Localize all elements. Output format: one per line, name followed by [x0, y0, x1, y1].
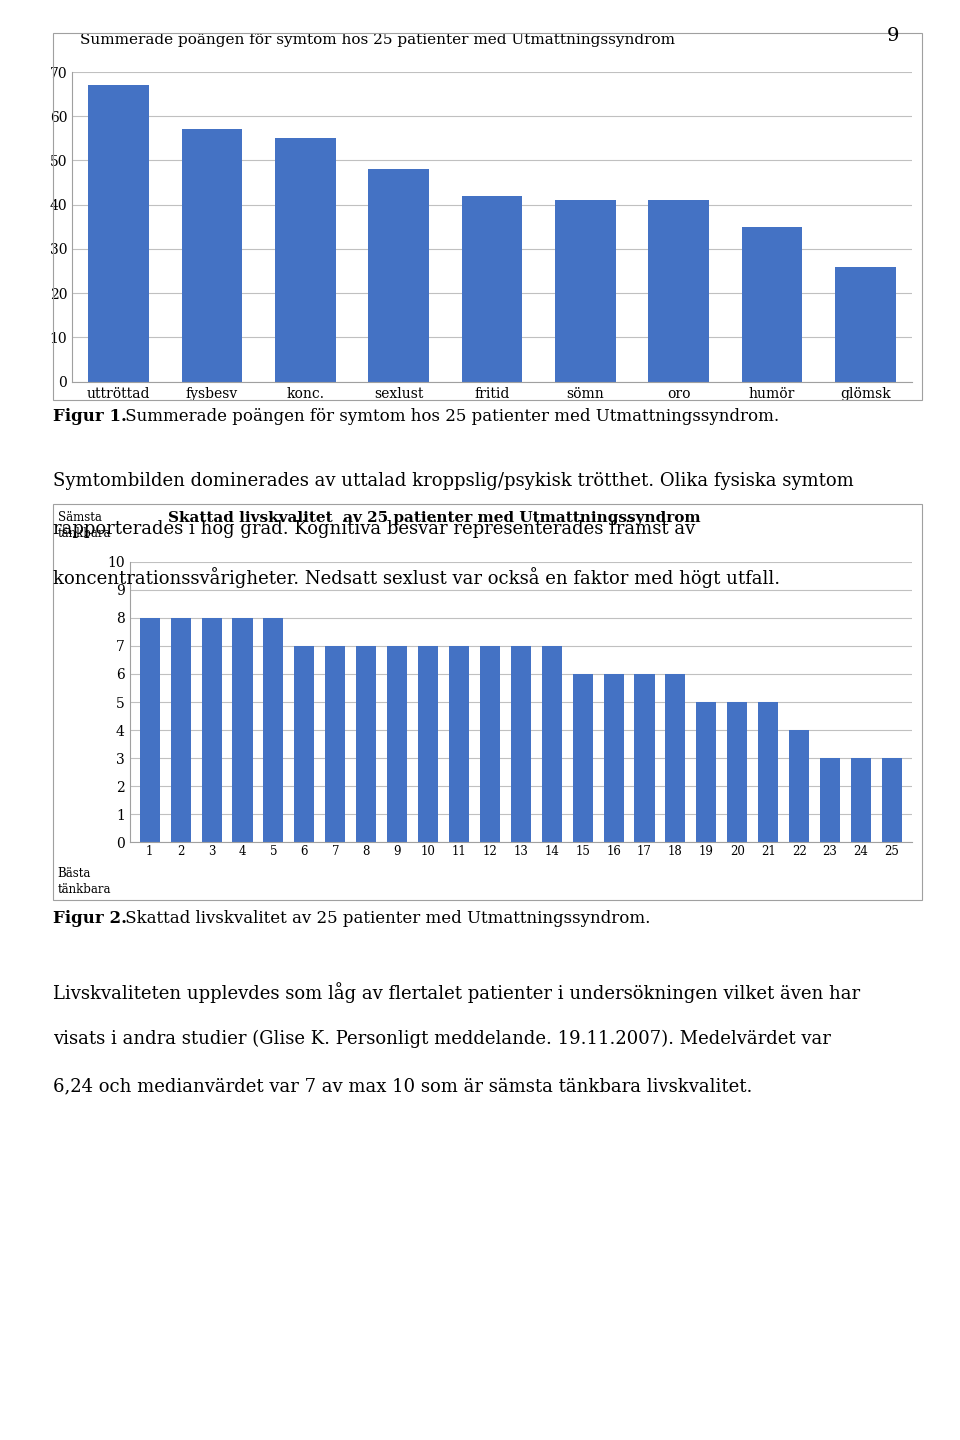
Bar: [882, 757, 902, 842]
Bar: [635, 674, 655, 842]
Bar: [462, 196, 522, 382]
Text: Summerade poängen för symtom hos 25 patienter med Utmattningssyndrom.: Summerade poängen för symtom hos 25 pati…: [120, 408, 780, 425]
Bar: [742, 226, 803, 382]
Bar: [181, 130, 242, 382]
Bar: [835, 266, 896, 382]
Bar: [728, 701, 747, 842]
Text: Sämsta
tänkbara: Sämsta tänkbara: [58, 511, 111, 540]
Bar: [665, 674, 685, 842]
Bar: [648, 200, 709, 382]
Bar: [88, 85, 149, 382]
Bar: [511, 645, 531, 842]
Text: Skattad livskvalitet av 25 patienter med Utmattningssyndrom.: Skattad livskvalitet av 25 patienter med…: [120, 910, 650, 927]
Bar: [263, 618, 283, 842]
Bar: [356, 645, 376, 842]
Bar: [275, 138, 336, 382]
Bar: [369, 170, 429, 382]
Bar: [295, 645, 314, 842]
Bar: [555, 200, 615, 382]
Bar: [696, 701, 716, 842]
Bar: [232, 618, 252, 842]
Bar: [480, 645, 500, 842]
Text: visats i andra studier (Glise K. Personligt meddelande. 19.11.2007). Medelvärdet: visats i andra studier (Glise K. Personl…: [53, 1030, 830, 1048]
Bar: [604, 674, 624, 842]
Bar: [387, 645, 407, 842]
Text: rapporterades i hög grad. Kognitiva besvär representerades främst av: rapporterades i hög grad. Kognitiva besv…: [53, 520, 695, 537]
Text: Bästa
tänkbara: Bästa tänkbara: [58, 867, 111, 896]
Text: Symtombilden dominerades av uttalad kroppslig/psykisk trötthet. Olika fysiska sy: Symtombilden dominerades av uttalad krop…: [53, 472, 853, 490]
Bar: [758, 701, 779, 842]
Bar: [202, 618, 222, 842]
Text: 9: 9: [886, 27, 900, 45]
Text: Summerade poängen för symtom hos 25 patienter med Utmattningssyndrom: Summerade poängen för symtom hos 25 pati…: [81, 33, 676, 48]
Bar: [171, 618, 191, 842]
Text: koncentrationssvårigheter. Nedsatt sexlust var också en faktor med högt utfall.: koncentrationssvårigheter. Nedsatt sexlu…: [53, 567, 780, 589]
Bar: [325, 645, 346, 842]
Text: Figur 1.: Figur 1.: [53, 408, 127, 425]
Text: Skattad livskvalitet  av 25 patienter med Utmattningssyndrom: Skattad livskvalitet av 25 patienter med…: [168, 511, 701, 526]
Bar: [449, 645, 469, 842]
Bar: [541, 645, 562, 842]
Text: Livskvaliteten upplevdes som låg av flertalet patienter i undersökningen vilket : Livskvaliteten upplevdes som låg av fler…: [53, 982, 860, 1004]
Text: 6,24 och medianvärdet var 7 av max 10 som är sämsta tänkbara livskvalitet.: 6,24 och medianvärdet var 7 av max 10 so…: [53, 1077, 753, 1094]
Bar: [789, 730, 809, 842]
Bar: [418, 645, 438, 842]
Text: Figur 2.: Figur 2.: [53, 910, 127, 927]
Bar: [572, 674, 592, 842]
Bar: [139, 618, 159, 842]
Bar: [851, 757, 871, 842]
Bar: [820, 757, 840, 842]
